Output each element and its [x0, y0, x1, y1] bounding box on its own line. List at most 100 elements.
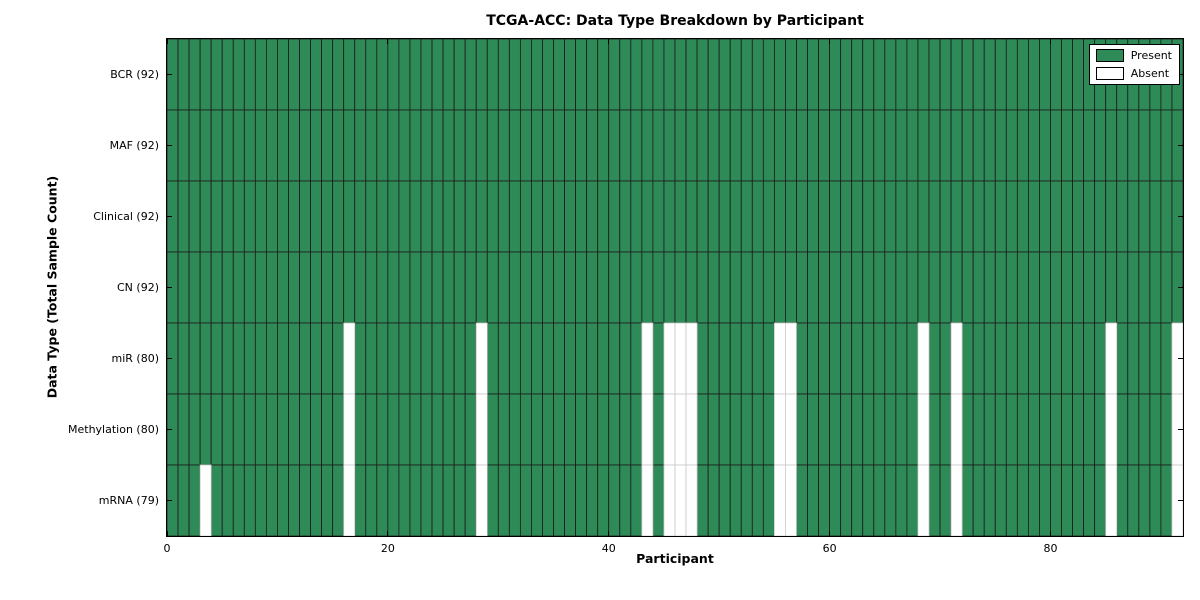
- cell: [773, 180, 786, 253]
- cell: [1016, 109, 1029, 182]
- cell: [177, 464, 190, 536]
- cell: [1105, 109, 1118, 182]
- cell: [221, 39, 234, 111]
- cell: [862, 109, 875, 182]
- x-tick-mark: [1049, 39, 1051, 44]
- cell: [508, 393, 521, 466]
- cell: [1149, 251, 1162, 324]
- cell: [862, 393, 875, 466]
- cell: [884, 393, 897, 466]
- cell: [807, 464, 819, 536]
- cell: [288, 251, 300, 324]
- cell: [928, 393, 941, 466]
- cell: [387, 39, 400, 111]
- cell: [751, 464, 764, 536]
- cell: [895, 180, 908, 253]
- cell: [177, 109, 190, 182]
- cell: [265, 464, 278, 536]
- cell: [641, 322, 654, 395]
- cell: [486, 322, 499, 395]
- cell: [773, 251, 786, 324]
- cell: [188, 393, 201, 466]
- cell: [398, 180, 411, 253]
- cell: [420, 39, 433, 111]
- cell: [553, 180, 565, 253]
- cell: [983, 464, 996, 536]
- cell: [950, 393, 963, 466]
- cell: [961, 251, 974, 324]
- cell: [674, 109, 687, 182]
- cell: [994, 39, 1007, 111]
- cell: [796, 322, 808, 395]
- cell: [575, 251, 588, 324]
- cell: [773, 39, 786, 111]
- cell: [531, 393, 543, 466]
- cell: [553, 39, 565, 111]
- cell: [917, 464, 930, 536]
- cell: [1072, 39, 1085, 111]
- cell: [939, 322, 952, 395]
- cell: [343, 109, 356, 182]
- cell: [254, 464, 267, 536]
- cell: [519, 322, 532, 395]
- cell: [1050, 251, 1062, 324]
- cell: [1050, 39, 1062, 111]
- legend-label-absent: Absent: [1130, 66, 1170, 80]
- cell: [840, 109, 853, 182]
- cell: [829, 322, 842, 395]
- cell: [917, 109, 930, 182]
- y-tick-label: miR (80): [111, 351, 160, 365]
- x-tick-mark: [608, 531, 610, 536]
- cell: [288, 393, 300, 466]
- cell: [431, 109, 444, 182]
- cell: [464, 393, 477, 466]
- cell: [718, 180, 731, 253]
- y-tick-mark: [167, 500, 172, 501]
- cell: [376, 109, 389, 182]
- cell: [619, 39, 632, 111]
- y-tick-mark: [1178, 287, 1183, 288]
- cell: [254, 393, 267, 466]
- cell: [1016, 180, 1029, 253]
- cell: [1072, 251, 1085, 324]
- cell: [972, 251, 985, 324]
- cell: [608, 39, 621, 111]
- cell: [818, 180, 831, 253]
- y-tick-mark: [167, 145, 172, 146]
- cell: [950, 180, 963, 253]
- cell: [950, 322, 963, 395]
- cell: [718, 322, 731, 395]
- cell: [376, 322, 389, 395]
- cell: [243, 393, 256, 466]
- cell: [972, 180, 985, 253]
- cell: [1083, 180, 1096, 253]
- cell: [343, 322, 356, 395]
- cell: [1127, 464, 1140, 536]
- cell: [1105, 464, 1118, 536]
- cell: [961, 464, 974, 536]
- cell: [1027, 251, 1040, 324]
- cell: [597, 464, 610, 536]
- cell: [884, 39, 897, 111]
- cell: [685, 39, 698, 111]
- cell: [1039, 180, 1051, 253]
- cell: [1005, 109, 1018, 182]
- cell: [265, 180, 278, 253]
- cell: [1116, 464, 1129, 536]
- cell: [508, 322, 521, 395]
- cell: [321, 464, 334, 536]
- cell: [961, 322, 974, 395]
- cell: [1138, 322, 1151, 395]
- cell: [387, 180, 400, 253]
- cell: [1072, 393, 1085, 466]
- cell: [939, 39, 952, 111]
- cell: [420, 180, 433, 253]
- x-tick-mark: [608, 39, 610, 44]
- presence-matrix: [167, 39, 1183, 536]
- cell: [939, 109, 952, 182]
- cell: [254, 251, 267, 324]
- cell: [365, 109, 378, 182]
- cell: [1094, 180, 1107, 253]
- cell: [1116, 180, 1129, 253]
- cell: [486, 39, 499, 111]
